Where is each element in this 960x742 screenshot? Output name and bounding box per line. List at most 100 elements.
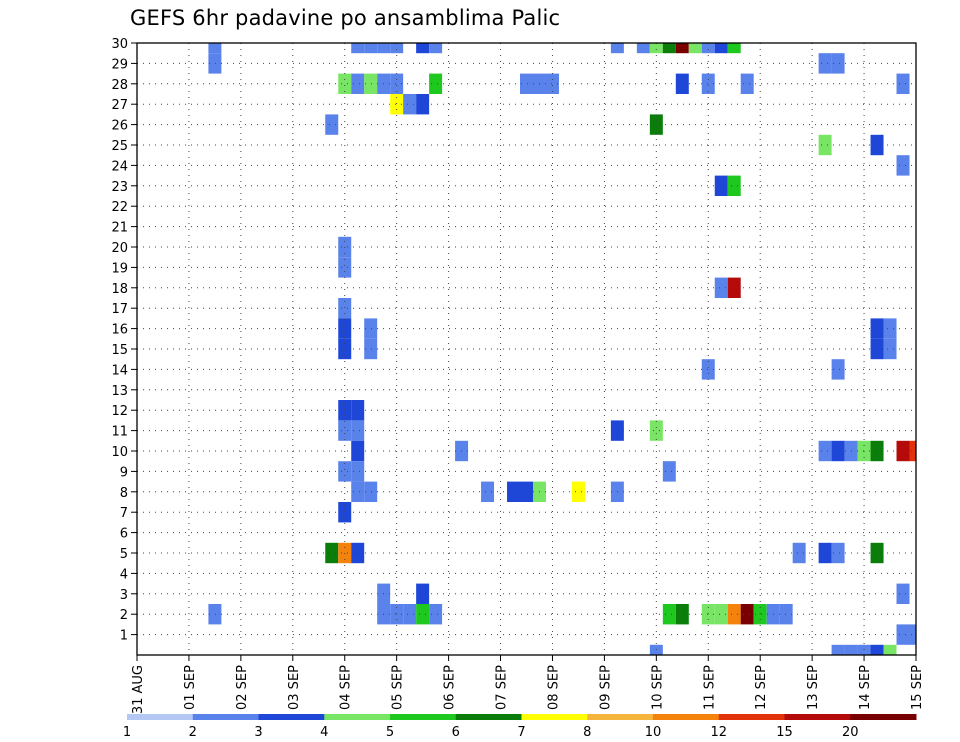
data-cell	[714, 43, 728, 54]
data-cell	[351, 481, 365, 502]
data-cell	[818, 440, 832, 462]
data-cell	[727, 604, 741, 625]
data-cell	[351, 400, 365, 421]
data-cell	[416, 604, 430, 625]
data-cell	[208, 53, 222, 74]
data-cell	[338, 257, 352, 278]
colorbar-label: 7	[517, 725, 525, 740]
x-tick-label: 06 SEP	[443, 665, 458, 710]
data-cell	[429, 604, 443, 625]
data-cell	[208, 604, 222, 625]
y-tick-label: 3	[120, 588, 128, 603]
data-cell	[883, 644, 897, 655]
y-tick-label: 27	[111, 98, 128, 113]
data-cell	[727, 43, 741, 54]
data-cell	[870, 134, 884, 156]
colorbar-swatch	[718, 714, 785, 720]
data-cell	[675, 43, 689, 54]
data-cell	[831, 644, 845, 655]
data-cell	[610, 43, 624, 54]
x-tick-label: 02 SEP	[235, 665, 250, 710]
y-tick-label: 11	[111, 425, 128, 440]
data-cell	[688, 43, 702, 54]
data-cell	[364, 318, 378, 339]
y-tick-label: 4	[120, 567, 128, 582]
data-cell	[896, 155, 910, 176]
x-tick-label: 10 SEP	[650, 665, 665, 710]
colorbar-swatch	[653, 714, 720, 720]
y-tick-label: 29	[111, 57, 128, 72]
x-tick-label: 04 SEP	[339, 665, 354, 710]
data-cell	[338, 420, 352, 441]
colorbar-label: 5	[386, 725, 394, 740]
x-tick-label: 15 SEP	[910, 665, 925, 710]
chart-title: GEFS 6hr padavine po ansamblima Palic	[130, 6, 561, 30]
data-cell	[740, 604, 754, 625]
colorbar-label: 3	[254, 725, 262, 740]
y-tick-label: 21	[111, 221, 128, 236]
y-tick-label: 22	[111, 200, 128, 215]
data-cell	[649, 43, 663, 54]
colorbar-swatch	[521, 714, 588, 720]
data-cell	[818, 53, 832, 74]
data-cell	[416, 583, 430, 604]
colorbar-swatch	[784, 714, 851, 720]
x-tick-label: 03 SEP	[287, 665, 302, 710]
data-cell	[481, 481, 495, 502]
colorbar-label: 4	[320, 725, 328, 740]
data-cell	[649, 114, 663, 135]
data-cell	[792, 542, 806, 564]
y-tick-label: 28	[111, 78, 128, 93]
data-cell	[351, 542, 365, 564]
data-cell	[351, 43, 365, 54]
data-cell	[662, 43, 676, 54]
y-tick-label: 8	[120, 486, 128, 501]
data-cell	[727, 277, 741, 298]
colorbar-label: 6	[452, 725, 460, 740]
y-tick-label: 23	[111, 180, 128, 195]
data-cell	[338, 298, 352, 319]
data-cell	[403, 94, 417, 115]
data-cell	[896, 624, 910, 645]
data-cell	[714, 277, 728, 298]
y-tick-label: 14	[111, 363, 128, 378]
y-tick-label: 12	[111, 404, 128, 419]
data-cell	[325, 542, 339, 564]
data-cells-layer	[208, 43, 916, 655]
data-cell	[818, 134, 832, 156]
data-cell	[662, 461, 676, 482]
data-cell	[909, 440, 916, 462]
data-cell	[662, 604, 676, 625]
data-cell	[753, 604, 767, 625]
data-cell	[870, 542, 884, 564]
data-cell	[844, 644, 858, 655]
data-cell	[896, 73, 910, 94]
colorbar-label: 20	[842, 725, 859, 740]
data-cell	[429, 43, 443, 54]
y-tick-label: 2	[120, 608, 128, 623]
data-cell	[636, 43, 650, 54]
data-cell	[338, 318, 352, 339]
data-cell	[896, 583, 910, 604]
x-tick-label: 31 AUG	[131, 665, 146, 714]
colorbar-swatch	[258, 714, 325, 720]
data-cell	[429, 73, 443, 94]
x-tick-label: 08 SEP	[546, 665, 561, 710]
y-tick-label: 30	[111, 37, 128, 52]
data-cell	[364, 73, 378, 94]
data-cell	[883, 338, 897, 360]
x-tick-label: 12 SEP	[754, 665, 769, 710]
grid-layer	[137, 43, 916, 655]
x-tick-label: 11 SEP	[702, 665, 717, 710]
data-cell	[403, 604, 417, 625]
colorbar-label: 1	[123, 725, 131, 740]
data-cell	[351, 73, 365, 94]
y-tick-label: 20	[111, 241, 128, 256]
y-tick-label: 26	[111, 119, 128, 134]
y-tick-label: 9	[120, 465, 128, 480]
colorbar-swatch	[587, 714, 654, 720]
data-cell	[831, 440, 845, 462]
data-cell	[416, 94, 430, 115]
data-cell	[714, 604, 728, 625]
